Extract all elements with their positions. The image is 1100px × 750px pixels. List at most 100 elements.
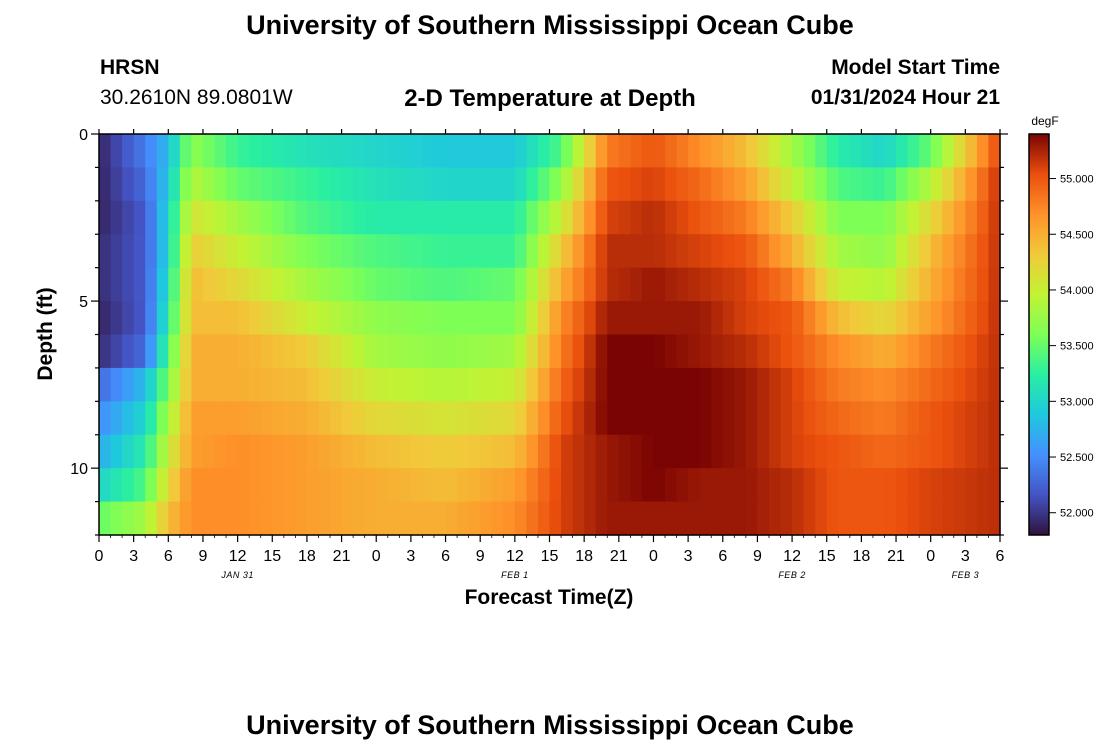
heatmap-cell — [145, 468, 158, 503]
heatmap-cell — [595, 167, 608, 202]
x-tick-label: 0 — [926, 548, 935, 565]
heatmap-cell — [191, 301, 204, 336]
heatmap-cell — [722, 234, 735, 269]
heatmap-cell — [745, 267, 759, 302]
heatmap-cell — [353, 401, 366, 436]
heatmap-cell — [653, 200, 666, 235]
heatmap-cell — [364, 434, 377, 469]
heatmap-cell — [757, 200, 770, 235]
heatmap-cell — [364, 134, 377, 169]
heatmap-cell — [607, 434, 620, 469]
heatmap-cell — [156, 167, 169, 202]
heatmap-cell — [665, 468, 678, 503]
heatmap-cell — [607, 301, 620, 336]
heatmap-cell — [884, 401, 897, 436]
colorbar-tick-label: 54.500 — [1060, 229, 1094, 241]
heatmap-cell — [249, 267, 262, 302]
heatmap-cell — [399, 200, 412, 235]
heatmap-cell — [872, 468, 886, 503]
heatmap-cell — [988, 501, 1001, 536]
heatmap-cell — [699, 501, 712, 536]
heatmap-cell — [214, 501, 227, 536]
heatmap-cell — [618, 267, 631, 302]
heatmap-cell — [214, 468, 227, 503]
heatmap-cell — [792, 167, 805, 202]
heatmap-cell — [202, 434, 216, 469]
heatmap-cell — [133, 401, 146, 436]
heatmap-cell — [399, 434, 412, 469]
heatmap-cell — [653, 501, 666, 536]
heatmap-cell — [641, 367, 655, 402]
heatmap-cell — [584, 401, 597, 436]
heatmap-cell — [537, 167, 551, 202]
heatmap-cell — [595, 367, 608, 402]
heatmap-cell — [907, 334, 920, 369]
heatmap-cell — [422, 234, 435, 269]
heatmap-cell — [965, 468, 978, 503]
heatmap-cell — [249, 468, 262, 503]
heatmap-cell — [595, 468, 608, 503]
heatmap-cell — [330, 434, 343, 469]
heatmap-cell — [595, 234, 608, 269]
heatmap-cell — [295, 200, 308, 235]
heatmap-cell — [965, 434, 978, 469]
heatmap-cell — [341, 167, 354, 202]
heatmap-cell — [849, 468, 862, 503]
heatmap-cell — [272, 367, 285, 402]
heatmap-cell — [757, 434, 770, 469]
heatmap-cell — [676, 367, 689, 402]
heatmap-cell — [491, 234, 504, 269]
heatmap-cell — [318, 501, 331, 536]
heatmap-cell — [537, 334, 551, 369]
heatmap-cell — [930, 334, 943, 369]
heatmap-cell — [826, 334, 839, 369]
heatmap-cell — [133, 234, 146, 269]
heatmap-cell — [561, 200, 574, 235]
heatmap-cell — [110, 234, 123, 269]
heatmap-cell — [919, 134, 932, 169]
heatmap-cell — [930, 167, 943, 202]
heatmap-cell — [468, 134, 481, 169]
heatmap-cell — [468, 167, 481, 202]
heatmap-cell — [745, 134, 759, 169]
heatmap-cell — [607, 367, 620, 402]
heatmap-cell — [341, 200, 354, 235]
heatmap-cell — [572, 434, 585, 469]
heatmap-cell — [618, 401, 631, 436]
heatmap-cell — [468, 367, 481, 402]
heatmap-cell — [526, 434, 539, 469]
heatmap-cell — [341, 401, 354, 436]
heatmap-cell — [942, 334, 955, 369]
heatmap-cell — [283, 401, 296, 436]
heatmap-cell — [491, 134, 504, 169]
heatmap-cell — [480, 234, 493, 269]
heatmap-cell — [757, 501, 770, 536]
heatmap-cell — [353, 334, 366, 369]
heatmap-cell — [745, 468, 759, 503]
heatmap-cell — [364, 301, 377, 336]
heatmap-cell — [214, 167, 227, 202]
heatmap-cell — [849, 200, 862, 235]
heatmap-cell — [849, 134, 862, 169]
heatmap-cell — [468, 234, 481, 269]
heatmap-cell — [179, 200, 193, 235]
heatmap-cell — [988, 468, 1001, 503]
heatmap-cell — [872, 200, 886, 235]
heatmap-cell — [168, 401, 181, 436]
heatmap-cell — [872, 334, 886, 369]
heatmap-cell — [641, 200, 655, 235]
heatmap-cell — [110, 301, 123, 336]
heatmap-cell — [433, 434, 447, 469]
heatmap-cell — [422, 501, 435, 536]
heatmap-cell — [526, 134, 539, 169]
heatmap-cell — [584, 200, 597, 235]
heatmap-cell — [953, 367, 966, 402]
heatmap-cell — [734, 367, 747, 402]
heatmap-cell — [907, 267, 920, 302]
heatmap-cell — [145, 267, 158, 302]
heatmap-cell — [526, 234, 539, 269]
heatmap-cell — [896, 301, 909, 336]
heatmap-cell — [306, 234, 320, 269]
y-tick-label: 10 — [70, 461, 88, 478]
heatmap-cell — [445, 267, 458, 302]
